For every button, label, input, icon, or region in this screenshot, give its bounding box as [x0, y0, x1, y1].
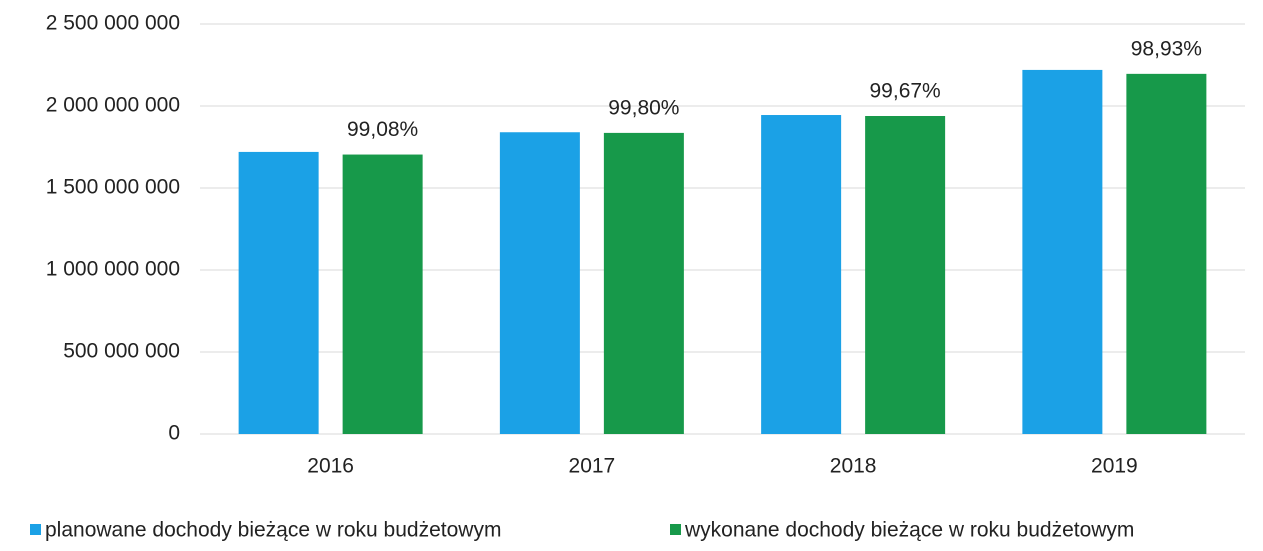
- bar: [342, 154, 423, 434]
- bar: [865, 116, 946, 434]
- annotation: 98,93%: [1131, 37, 1202, 60]
- annotation: 99,08%: [347, 118, 418, 141]
- x-tick-label: 2016: [307, 455, 354, 478]
- legend-swatch: [670, 524, 681, 535]
- legend-label: wykonane dochody bieżące w roku budżetow…: [684, 519, 1134, 542]
- y-tick-label: 500 000 000: [63, 340, 180, 363]
- bar: [603, 132, 684, 434]
- y-tick-label: 2 500 000 000: [46, 12, 180, 35]
- x-tick-label: 2017: [569, 455, 616, 478]
- bar: [1126, 73, 1207, 434]
- x-tick-label: 2019: [1091, 455, 1138, 478]
- y-tick-label: 2 000 000 000: [46, 94, 180, 117]
- annotation: 99,80%: [608, 96, 679, 119]
- bar: [499, 132, 580, 435]
- bar: [1022, 69, 1103, 435]
- bar: [238, 151, 319, 435]
- bar: [761, 115, 842, 435]
- x-tick-label: 2018: [830, 455, 877, 478]
- y-tick-label: 0: [168, 422, 180, 445]
- annotation: 99,67%: [870, 80, 941, 103]
- y-tick-label: 1 500 000 000: [46, 176, 180, 199]
- legend-swatch: [30, 524, 41, 535]
- y-tick-label: 1 000 000 000: [46, 258, 180, 281]
- legend-label: planowane dochody bieżące w roku budżeto…: [45, 519, 501, 542]
